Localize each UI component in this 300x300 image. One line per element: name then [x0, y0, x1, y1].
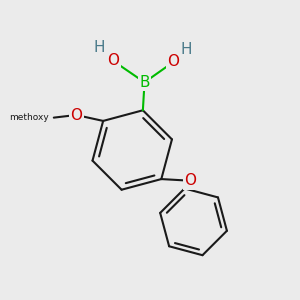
Text: O: O — [70, 107, 82, 122]
Text: B: B — [139, 75, 150, 90]
Text: H: H — [180, 42, 192, 57]
Text: methoxy: methoxy — [9, 113, 49, 122]
Text: O: O — [184, 173, 196, 188]
Text: H: H — [94, 40, 105, 55]
Text: O: O — [167, 54, 179, 69]
Text: O: O — [107, 53, 119, 68]
